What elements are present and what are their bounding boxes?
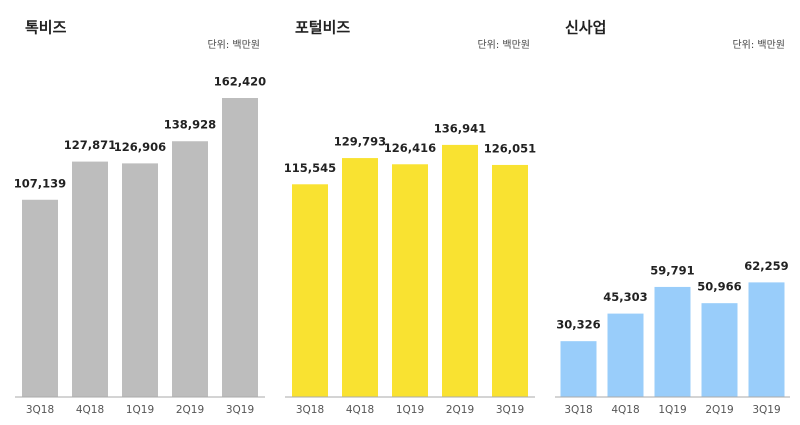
- x-tick-label: 4Q18: [346, 404, 374, 416]
- x-tick-label: 3Q19: [496, 404, 524, 416]
- value-label: 59,791: [650, 263, 694, 277]
- bar: [701, 303, 738, 397]
- value-label: 107,139: [14, 176, 66, 190]
- bar: [748, 282, 785, 397]
- unit-label: 단위: 백만원: [477, 38, 530, 51]
- bar: [654, 286, 691, 397]
- x-tick-label: 1Q19: [658, 404, 686, 416]
- x-tick-label: 2Q19: [446, 404, 474, 416]
- x-tick-label: 3Q19: [752, 404, 780, 416]
- x-tick-label: 4Q18: [76, 404, 104, 416]
- value-label: 62,259: [744, 259, 788, 273]
- x-tick-label: 3Q18: [296, 404, 324, 416]
- bar: [560, 341, 597, 397]
- bar: [172, 141, 208, 397]
- chart-title: 포털비즈: [295, 19, 350, 37]
- value-label: 126,051: [484, 141, 536, 155]
- x-tick-label: 3Q18: [26, 404, 54, 416]
- bar: [72, 161, 108, 397]
- value-label: 115,545: [284, 161, 336, 175]
- x-tick-label: 1Q19: [396, 404, 424, 416]
- bar: [442, 144, 478, 397]
- value-label: 30,326: [556, 318, 600, 332]
- value-label: 126,906: [114, 140, 166, 154]
- bar: [492, 164, 528, 397]
- value-label: 45,303: [603, 290, 647, 304]
- value-label: 129,793: [334, 135, 386, 149]
- chart-title: 신사업: [565, 19, 606, 37]
- value-label: 127,871: [64, 138, 116, 152]
- value-label: 126,416: [384, 141, 436, 155]
- x-tick-label: 2Q19: [176, 404, 204, 416]
- x-tick-label: 3Q19: [226, 404, 254, 416]
- bar: [342, 158, 378, 397]
- x-tick-label: 3Q18: [564, 404, 592, 416]
- x-tick-label: 1Q19: [126, 404, 154, 416]
- value-label: 138,928: [164, 118, 216, 132]
- unit-label: 단위: 백만원: [732, 38, 785, 51]
- bar: [22, 199, 58, 397]
- bar: [122, 163, 158, 397]
- chart-title: 톡비즈: [25, 19, 67, 37]
- value-label: 50,966: [697, 280, 741, 294]
- value-label: 162,420: [214, 75, 266, 89]
- bar: [392, 164, 428, 397]
- bar: [607, 313, 644, 397]
- unit-label: 단위: 백만원: [207, 38, 260, 51]
- bar: [292, 184, 328, 397]
- x-tick-label: 2Q19: [705, 404, 733, 416]
- x-tick-label: 4Q18: [611, 404, 639, 416]
- bar: [222, 98, 258, 397]
- value-label: 136,941: [434, 121, 486, 135]
